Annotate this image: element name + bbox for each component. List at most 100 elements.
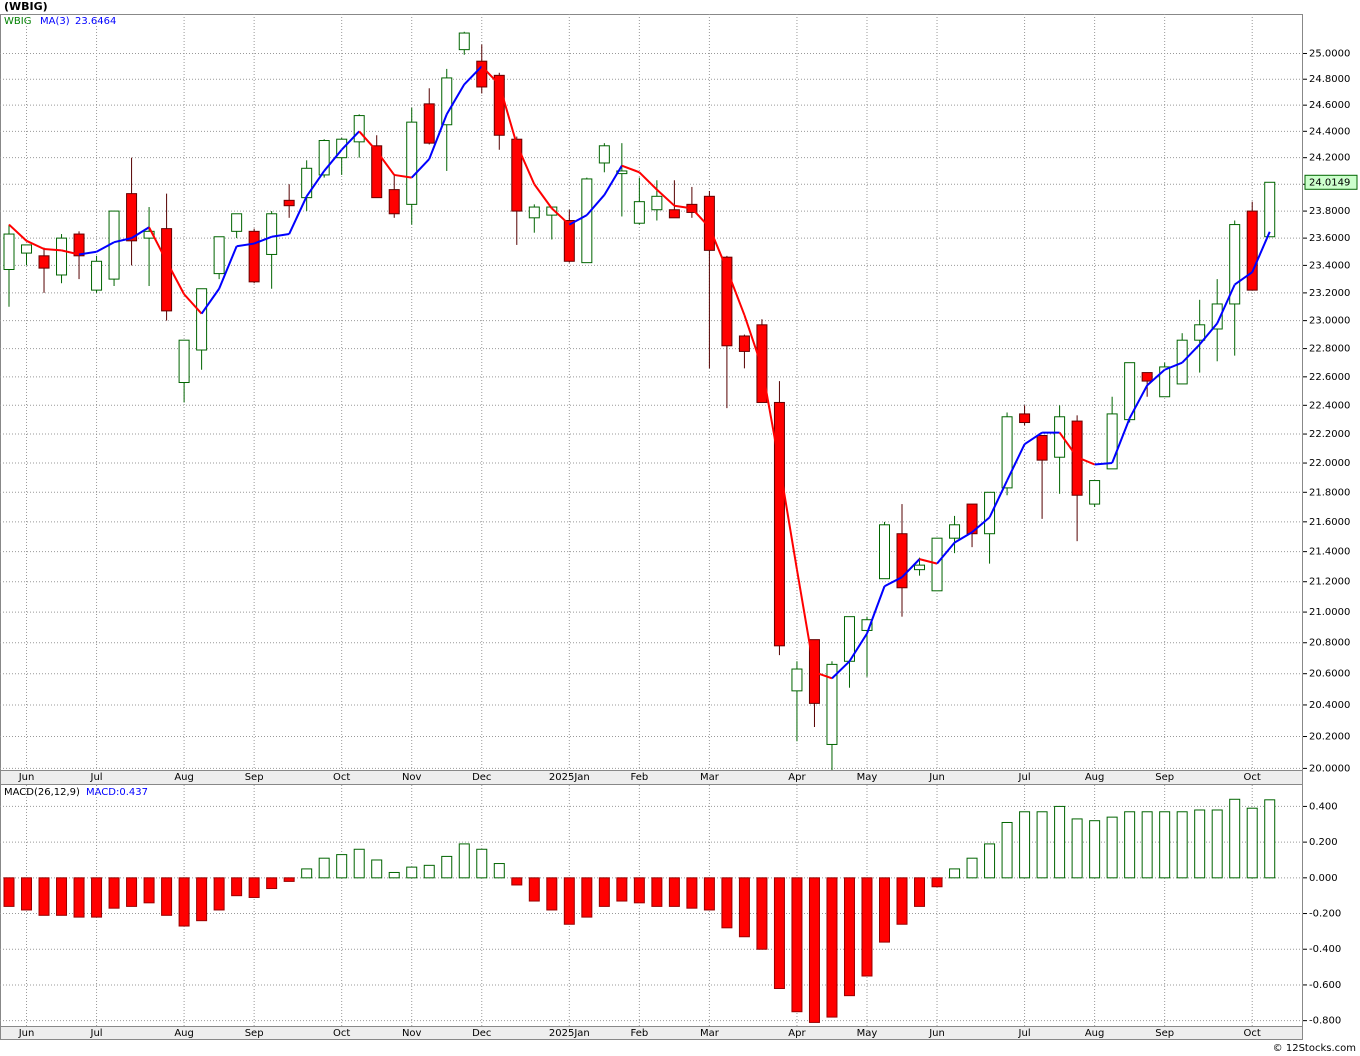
macd-bar bbox=[1036, 811, 1048, 879]
ma-line-segment bbox=[1234, 271, 1253, 286]
x-tick-label: Aug bbox=[174, 772, 194, 783]
candle-body bbox=[598, 145, 610, 164]
macd-bar bbox=[843, 877, 855, 997]
y-tick-label: 25.0000 bbox=[1309, 48, 1350, 59]
macd-bar bbox=[668, 877, 680, 907]
macd-bar bbox=[493, 863, 505, 879]
ma-line-segment bbox=[1216, 284, 1236, 324]
candle-body bbox=[283, 199, 295, 207]
candle-body bbox=[949, 524, 961, 539]
macd-bar bbox=[581, 877, 593, 918]
macd-bar bbox=[721, 877, 733, 929]
macd-bar bbox=[248, 877, 260, 898]
candle-body bbox=[826, 663, 838, 745]
y-tick-label: 23.0000 bbox=[1309, 316, 1350, 327]
macd-bar bbox=[1229, 798, 1241, 879]
x-tick-label: Sep bbox=[1155, 1028, 1174, 1039]
ma-line-segment bbox=[586, 194, 606, 216]
y-tick-label: 23.8000 bbox=[1309, 206, 1350, 217]
ma-line-segment bbox=[96, 241, 115, 253]
x-tick-label: Oct bbox=[1244, 772, 1261, 783]
ma-line-segment bbox=[656, 188, 676, 207]
macd-bar bbox=[616, 877, 628, 902]
candle-body bbox=[143, 230, 155, 239]
ma-line-segment bbox=[778, 464, 798, 570]
x-tick-label: Mar bbox=[700, 772, 720, 783]
candle-body bbox=[1054, 416, 1066, 458]
candle-body bbox=[1019, 413, 1031, 424]
macd-bar bbox=[808, 877, 820, 1023]
x-tick-label: Sep bbox=[245, 1028, 264, 1039]
y-tick-label: 20.2000 bbox=[1309, 732, 1350, 743]
indicator-label: MACD(26,12,9) bbox=[4, 787, 80, 798]
ma-line-segment bbox=[1128, 384, 1149, 419]
y-tick-label: -0.800 bbox=[1309, 1016, 1341, 1027]
macd-bar bbox=[1141, 811, 1153, 879]
macd-bar bbox=[38, 877, 50, 916]
candle-body bbox=[493, 74, 505, 136]
x-tick-label: Nov bbox=[402, 772, 422, 783]
x-tick-label: Mar bbox=[700, 1028, 720, 1039]
macd-bar bbox=[1071, 818, 1083, 879]
macd-bar bbox=[1176, 811, 1188, 879]
candle-body bbox=[773, 401, 785, 647]
ma-line-segment bbox=[814, 671, 833, 680]
ma-line-segment bbox=[445, 83, 466, 115]
candle-body bbox=[668, 209, 680, 219]
macd-bar bbox=[441, 855, 453, 879]
x-tick-label: Aug bbox=[1085, 772, 1105, 783]
candle-body bbox=[966, 503, 978, 535]
candle-body bbox=[879, 524, 890, 580]
macd-bar bbox=[703, 877, 715, 911]
macd-bar bbox=[161, 877, 173, 916]
macd-bar bbox=[738, 877, 750, 938]
y-tick-label: 24.4000 bbox=[1309, 126, 1350, 137]
indicator-value: MACD:0.437 bbox=[86, 787, 148, 798]
candle-body bbox=[1194, 324, 1206, 341]
x-tick-label: May bbox=[857, 772, 878, 783]
y-tick-label: 0.400 bbox=[1309, 801, 1338, 812]
y-tick-label: 23.4000 bbox=[1309, 260, 1350, 271]
macd-bar bbox=[283, 877, 295, 882]
ma-line-segment bbox=[515, 144, 536, 185]
candle-body bbox=[1036, 434, 1048, 461]
macd-bar bbox=[371, 859, 383, 879]
legend-entry: WBIG bbox=[4, 16, 31, 27]
ma-line-segment bbox=[971, 516, 991, 533]
ma-line-segment bbox=[148, 226, 168, 262]
macd-bar bbox=[791, 877, 803, 1013]
y-tick-label: 22.4000 bbox=[1309, 400, 1350, 411]
candle-body bbox=[861, 619, 873, 631]
x-tick-label: Jul bbox=[90, 1028, 103, 1039]
candle-body bbox=[1264, 181, 1276, 238]
candle-body bbox=[213, 236, 225, 275]
ma-line-segment bbox=[1146, 369, 1166, 387]
ma-line-segment bbox=[551, 207, 570, 226]
candle-body bbox=[73, 233, 85, 257]
ma-line-segment bbox=[43, 247, 62, 252]
ma-line-segment bbox=[1251, 231, 1271, 273]
ma-line-segment bbox=[1006, 443, 1026, 481]
ma-line-segment bbox=[165, 260, 185, 295]
candle-body bbox=[1159, 366, 1171, 398]
y-tick-label: -0.200 bbox=[1309, 909, 1341, 920]
candle-body bbox=[388, 189, 400, 215]
candle-body bbox=[563, 220, 575, 262]
candle-body bbox=[1229, 224, 1241, 305]
ma-line-segment bbox=[831, 660, 851, 680]
x-tick-label: Oct bbox=[1244, 1028, 1261, 1039]
ma-line-segment bbox=[8, 223, 28, 242]
y-tick-label: 21.4000 bbox=[1309, 547, 1350, 558]
time-axis-band bbox=[0, 770, 1303, 784]
ma-line-segment bbox=[305, 170, 326, 197]
x-tick-label: Feb bbox=[631, 772, 649, 783]
y-tick-label: 21.0000 bbox=[1309, 607, 1350, 618]
y-tick-label: 24.2000 bbox=[1309, 153, 1350, 164]
macd-bar bbox=[336, 854, 348, 879]
x-tick-label: May bbox=[857, 1028, 878, 1039]
macd-bar bbox=[231, 877, 243, 897]
candle-body bbox=[511, 138, 523, 212]
candle-body bbox=[1211, 303, 1223, 330]
candle-body bbox=[423, 103, 435, 144]
